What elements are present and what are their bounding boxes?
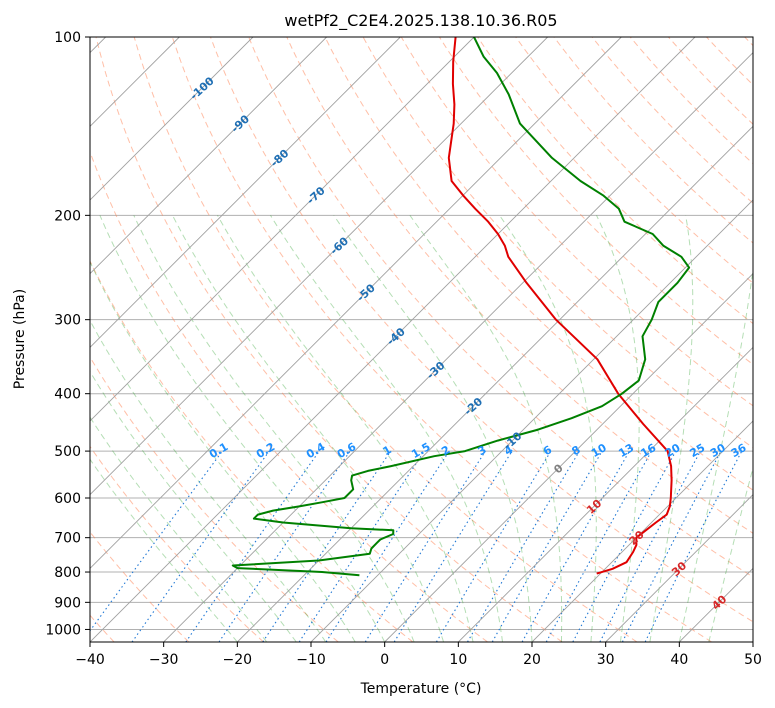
- dry-adiabat-line: [90, 259, 414, 642]
- isotherm-line: [310, 199, 753, 642]
- y-tick-label: 400: [54, 387, 81, 403]
- plot-frame: [89, 36, 754, 643]
- isotherm-line: [384, 273, 753, 642]
- dry-adiabat-line: [210, 37, 753, 623]
- y-tick-label: 900: [54, 595, 81, 611]
- isotherm-line: [90, 37, 548, 496]
- x-tick-label: 40: [670, 652, 688, 668]
- moist-adiabat-line: [596, 215, 640, 642]
- moist-adiabat-line: [409, 215, 563, 642]
- pressure-grid: [90, 37, 753, 630]
- y-tick-label: 600: [54, 491, 81, 507]
- mixing-ratio-line: [435, 450, 552, 642]
- isotherm-line: [605, 494, 753, 642]
- mixing-ratio-line: [185, 450, 320, 642]
- dry-adiabat-line: [90, 445, 264, 642]
- isotherm-line: [163, 52, 753, 642]
- moist-adiabat-line: [678, 265, 753, 642]
- x-tick-label: −30: [149, 652, 179, 668]
- dry-adiabat-line: [171, 37, 712, 642]
- moist-adiabat-line: [90, 319, 327, 642]
- mixing-ratio-line: [325, 450, 450, 642]
- moist-adiabat-line: [90, 370, 297, 642]
- isotherm-line: [90, 37, 475, 422]
- x-tick-label: 10: [449, 652, 467, 668]
- isotherm-line: [531, 420, 753, 642]
- x-tick-label: 50: [744, 652, 762, 668]
- dry-adiabat-line: [248, 37, 753, 578]
- moist-adiabats: [90, 215, 753, 642]
- mixing-ratio-line: [262, 450, 392, 642]
- moist-adiabat-line: [172, 215, 445, 642]
- x-tick-label: 30: [597, 652, 615, 668]
- isotherm-line: [90, 37, 696, 642]
- mixing-ratio-line: [218, 450, 351, 642]
- isotherm-line: [90, 37, 401, 348]
- x-axis: −40 −30 −20 −10 0 10 20 30 40 50: [75, 642, 762, 668]
- y-tick-label: 700: [54, 531, 81, 547]
- dry-adiabat-line: [286, 37, 753, 534]
- x-tick-label: −40: [75, 652, 105, 668]
- y-tick-label: 500: [54, 444, 81, 460]
- mixing-ratio-line: [467, 450, 580, 642]
- isotherm-line: [90, 37, 254, 201]
- dewpoint-line: [231, 37, 691, 577]
- y-tick-label: 100: [54, 30, 81, 46]
- mixing-ratio-lines: [90, 450, 743, 642]
- x-tick-label: −20: [223, 652, 253, 668]
- mixing-ratio-line: [599, 450, 701, 642]
- moist-adiabat-line: [90, 458, 238, 642]
- x-axis-label: Temperature (°C): [360, 681, 482, 697]
- mixing-ratio-line: [572, 450, 677, 642]
- dry-adiabat-line: [515, 37, 753, 284]
- moist-adiabat-line: [333, 215, 533, 642]
- profile-series: [231, 37, 691, 577]
- y-tick-label: 1000: [45, 622, 81, 638]
- y-tick-label: 300: [54, 313, 81, 329]
- moist-adiabat-line: [499, 215, 597, 642]
- isotherm-line: [90, 37, 327, 275]
- chart-title: wetPf2_C2E4.2025.138.10.36.R05: [284, 11, 557, 31]
- moist-adiabat-line: [649, 215, 694, 642]
- x-tick-label: −10: [296, 652, 326, 668]
- moist-adiabat-line: [270, 215, 503, 642]
- y-axis: 100 200 300 400 500 600 700 800 900 1000: [45, 30, 90, 638]
- y-tick-label: 800: [54, 565, 81, 581]
- isotherms: [90, 37, 753, 642]
- y-tick-label: 200: [54, 208, 81, 224]
- dry-adiabat-line: [133, 37, 638, 642]
- temperature-line: [447, 37, 673, 575]
- moist-adiabat-line: [90, 416, 268, 642]
- x-tick-label: 0: [380, 652, 389, 668]
- dry-adiabat-line: [324, 37, 753, 491]
- isotherm-line: [237, 125, 753, 642]
- moist-adiabat-line: [99, 215, 386, 642]
- isotherm-line: [458, 346, 753, 642]
- moist-adiabat-line: [217, 215, 474, 642]
- dry-adiabat-line: [95, 37, 563, 642]
- moist-adiabat-line: [133, 215, 415, 642]
- mixing-ratio-line: [364, 450, 486, 642]
- moist-adiabat-line: [90, 260, 356, 642]
- y-axis-label: Pressure (hPa): [12, 289, 28, 389]
- isotherm-line: [90, 37, 622, 569]
- mixing-ratio-line: [298, 450, 425, 642]
- x-tick-label: 20: [523, 652, 541, 668]
